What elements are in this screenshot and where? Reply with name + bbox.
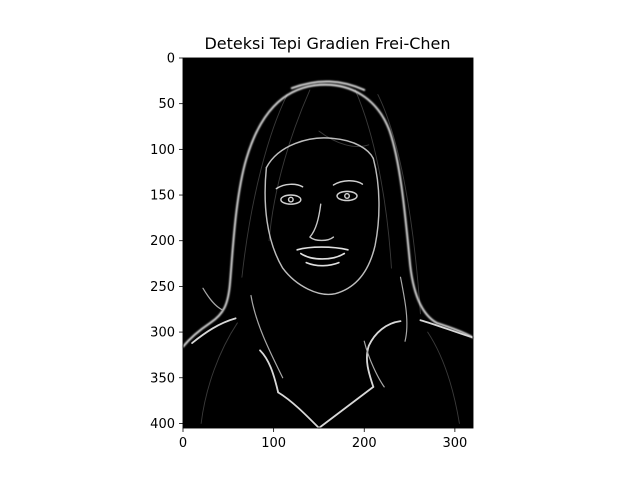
y-tick-label: 350 [150, 371, 175, 386]
plot-area [182, 57, 474, 429]
y-tick-label: 300 [150, 326, 175, 341]
y-tick-label: 150 [150, 189, 175, 204]
x-tick-label: 300 [442, 436, 467, 451]
chart-title: Deteksi Tepi Gradien Frei-Chen [204, 34, 450, 53]
y-tick-label: 0 [167, 52, 175, 67]
y-tick-label: 250 [150, 280, 175, 295]
y-tick-label: 200 [150, 234, 175, 249]
image-background [183, 58, 473, 428]
x-tick-label: 0 [179, 436, 187, 451]
y-tick-label: 400 [150, 417, 175, 432]
edge-image [182, 80, 474, 429]
x-tick-label: 100 [261, 436, 286, 451]
axes: 0 100 200 300 0 50 100 150 200 250 300 350 400 [150, 52, 467, 452]
plot-frame [182, 57, 474, 429]
y-tick-label: 100 [150, 143, 175, 158]
x-tick-label: 200 [352, 436, 377, 451]
y-tick-label: 50 [158, 97, 175, 112]
